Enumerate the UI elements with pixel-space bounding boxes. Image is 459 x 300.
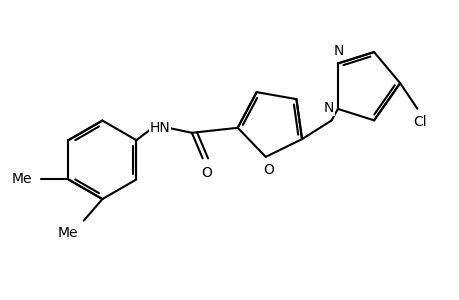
- Text: O: O: [201, 166, 212, 180]
- Text: Me: Me: [12, 172, 33, 186]
- Text: Me: Me: [57, 226, 78, 240]
- Text: O: O: [262, 163, 273, 177]
- Text: Cl: Cl: [412, 115, 425, 128]
- Text: N: N: [333, 44, 343, 58]
- Text: HN: HN: [149, 121, 170, 135]
- Text: N: N: [323, 101, 333, 115]
